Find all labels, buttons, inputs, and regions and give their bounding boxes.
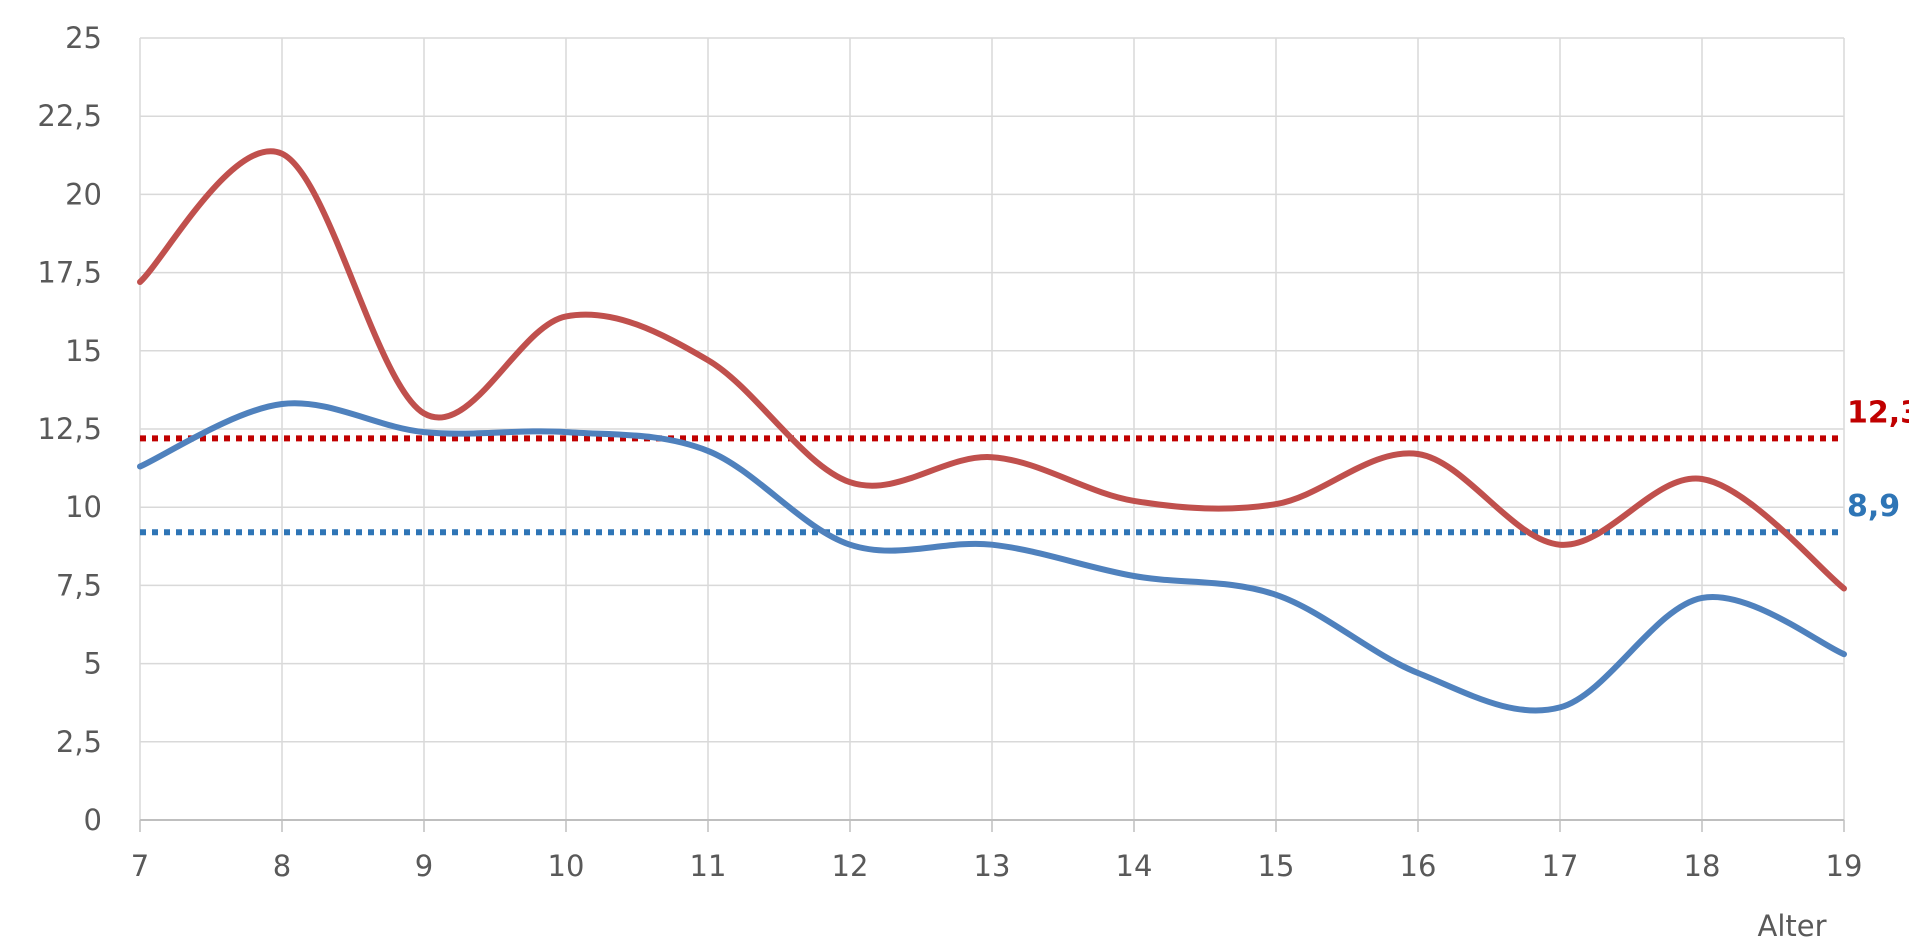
x-tick-label: 13 <box>974 849 1011 883</box>
x-axis-title: Alter <box>1757 909 1826 943</box>
x-tick-label: 11 <box>690 849 727 883</box>
x-tick-label: 9 <box>415 849 433 883</box>
x-tick-label: 8 <box>273 849 291 883</box>
y-tick-label: 10 <box>65 490 102 524</box>
y-tick-label: 20 <box>65 177 102 211</box>
axes <box>139 819 1845 832</box>
y-tick-label: 0 <box>84 803 102 837</box>
series-line-1 <box>137 148 1847 592</box>
x-tick-label: 19 <box>1826 849 1863 883</box>
x-tick-label: 18 <box>1684 849 1721 883</box>
x-tick-label: 12 <box>832 849 869 883</box>
tick-labels: 0 2,5 5 7,5 10 12,5 15 17,5 20 22,5 25 7 8 9 10 11 12 13 1… <box>37 21 1862 883</box>
y-tick-label: 2,5 <box>56 725 102 759</box>
series-line-2 <box>137 400 1847 714</box>
grid <box>139 37 1845 820</box>
y-tick-label: 12,5 <box>37 412 102 446</box>
y-tick-label: 17,5 <box>37 256 102 290</box>
reference-line-label: 8,9 <box>1847 489 1900 524</box>
x-tick-label: 7 <box>131 849 149 883</box>
x-tick-label: 15 <box>1258 849 1295 883</box>
reference-lines: 12,3 8,9 <box>140 395 1909 536</box>
x-tick-label: 10 <box>548 849 585 883</box>
y-tick-label: 7,5 <box>56 568 102 602</box>
y-tick-label: 5 <box>84 647 102 681</box>
x-tick-label: 16 <box>1400 849 1437 883</box>
x-tick-label: 17 <box>1542 849 1579 883</box>
y-tick-label: 15 <box>65 334 102 368</box>
reference-line-label: 12,3 <box>1847 395 1909 430</box>
y-tick-label: 25 <box>65 21 102 55</box>
x-tick-label: 14 <box>1116 849 1153 883</box>
y-tick-label: 22,5 <box>37 99 102 133</box>
series-lines <box>137 148 1847 714</box>
